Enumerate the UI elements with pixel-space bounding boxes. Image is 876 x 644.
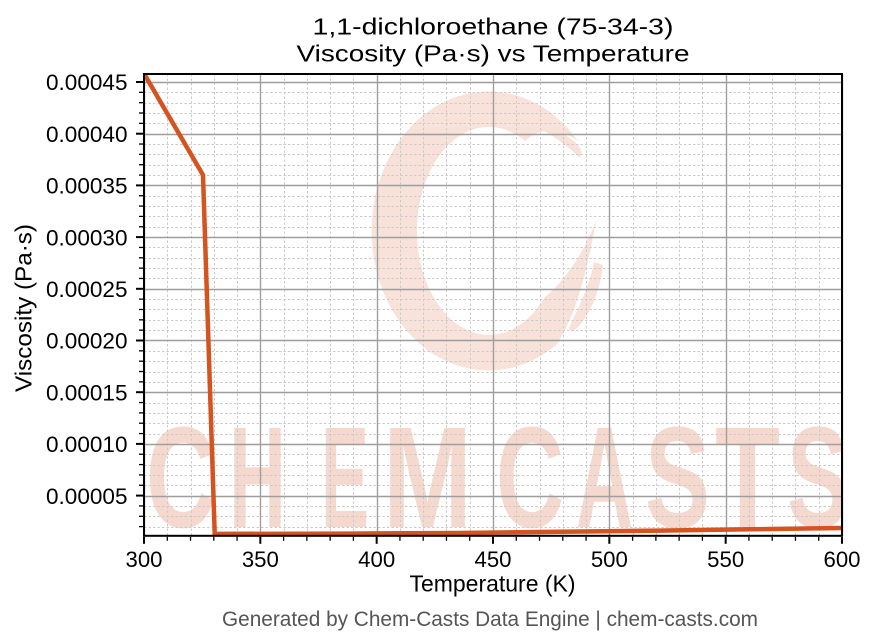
svg-text:E: E [321, 397, 369, 558]
svg-text:0.00040: 0.00040 [46, 122, 128, 147]
svg-text:1,1-dichloroethane (75-34-3): 1,1-dichloroethane (75-34-3) [313, 14, 674, 40]
svg-text:400: 400 [358, 547, 395, 572]
svg-text:T: T [715, 397, 780, 558]
svg-text:Viscosity (Pa·s) vs Temperatur: Viscosity (Pa·s) vs Temperature [297, 41, 690, 67]
svg-text:Viscosity (Pa·s): Viscosity (Pa·s) [11, 224, 37, 392]
svg-text:S: S [645, 397, 710, 558]
svg-text:300: 300 [126, 547, 163, 572]
svg-text:C: C [496, 397, 564, 558]
svg-text:0.00010: 0.00010 [46, 432, 128, 457]
svg-text:C: C [146, 397, 216, 558]
svg-text:0.00025: 0.00025 [46, 277, 128, 302]
svg-text:0.00015: 0.00015 [46, 380, 128, 405]
svg-text:0.00005: 0.00005 [46, 484, 128, 509]
svg-text:0.00030: 0.00030 [46, 225, 128, 250]
svg-text:600: 600 [824, 547, 861, 572]
svg-text:H: H [229, 397, 286, 558]
svg-text:350: 350 [242, 547, 279, 572]
svg-text:450: 450 [475, 547, 512, 572]
svg-text:550: 550 [707, 547, 744, 572]
svg-text:0.00045: 0.00045 [46, 70, 128, 95]
svg-text:S: S [787, 397, 849, 558]
svg-text:500: 500 [591, 547, 628, 572]
svg-text:A: A [576, 397, 633, 558]
svg-text:Generated by Chem-Casts Data E: Generated by Chem-Casts Data Engine | ch… [222, 607, 758, 631]
svg-text:0.00020: 0.00020 [46, 329, 128, 354]
svg-text:0.00035: 0.00035 [46, 174, 128, 199]
svg-text:M: M [383, 397, 472, 558]
svg-text:Temperature (K): Temperature (K) [410, 571, 576, 597]
